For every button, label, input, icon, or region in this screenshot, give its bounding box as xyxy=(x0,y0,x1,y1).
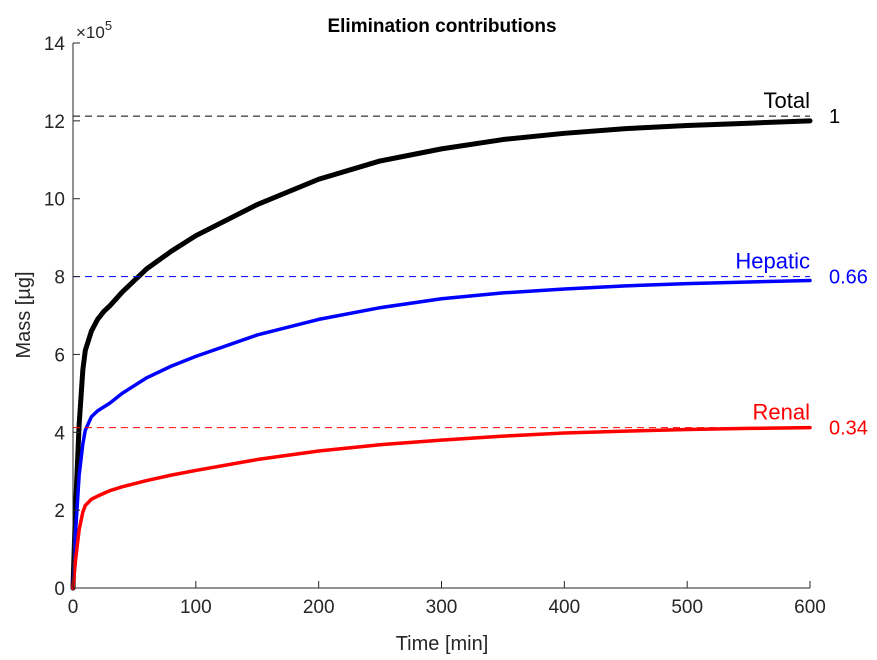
x-tick-label: 400 xyxy=(548,597,580,618)
y-tick-label: 12 xyxy=(44,112,65,133)
y-tick-label: 6 xyxy=(54,345,65,366)
total-series-line xyxy=(70,118,813,591)
hepatic-series-label: Hepatic xyxy=(735,249,810,274)
total-fraction-label: 1 xyxy=(829,106,840,128)
renal-series-line xyxy=(71,425,812,590)
renal-series-label: Renal xyxy=(753,400,810,425)
x-tick-label: 300 xyxy=(426,597,458,618)
y-tick-label: 2 xyxy=(54,501,65,522)
x-tick-label: 200 xyxy=(303,597,335,618)
x-axis-title: Time [min] xyxy=(396,633,489,655)
x-tick-label: 600 xyxy=(794,597,826,618)
renal-fraction-label: 0.34 xyxy=(829,418,868,440)
axes: 0 100 200 300 400 500 600 0 2 4 6 8 10 12 14 xyxy=(44,34,826,618)
y-tick-label: 14 xyxy=(44,34,66,55)
hepatic-fraction-label: 0.66 xyxy=(829,267,868,289)
y-tick-label: 10 xyxy=(44,190,65,211)
hepatic-series-line xyxy=(71,278,812,590)
y-axis-title: Mass [µg] xyxy=(13,271,35,358)
y-exponent-label: ×105 xyxy=(76,18,112,42)
total-series-label: Total xyxy=(764,88,810,113)
y-tick-label: 0 xyxy=(54,579,65,600)
plot-area: Total 1 Hepatic 0.66 Renal 0.34 xyxy=(70,88,868,591)
y-tick-label: 8 xyxy=(54,268,65,289)
x-tick-label: 500 xyxy=(671,597,703,618)
y-tick-label: 4 xyxy=(54,423,65,444)
x-tick-label: 0 xyxy=(68,597,79,618)
x-tick-label: 100 xyxy=(180,597,212,618)
chart-title: Elimination contributions xyxy=(327,16,556,37)
